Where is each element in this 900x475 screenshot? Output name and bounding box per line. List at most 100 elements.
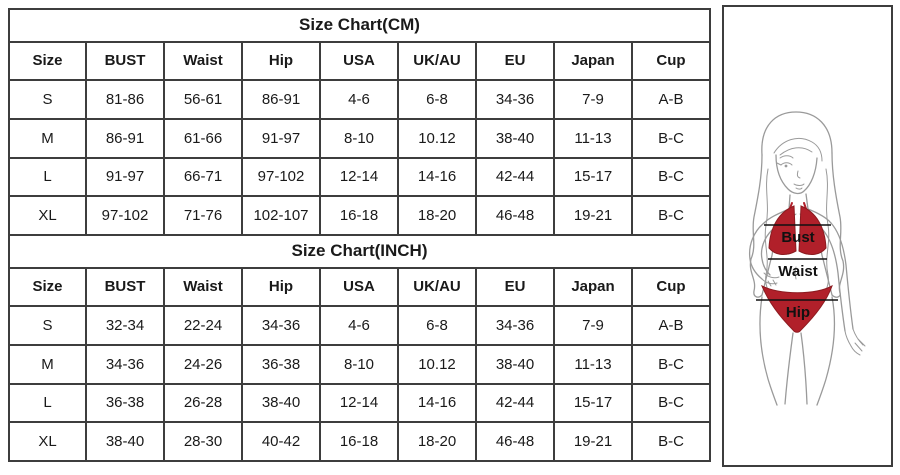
table-cell: 42-44 <box>475 382 555 424</box>
table-cell: 12-14 <box>319 156 399 198</box>
cm-table-body: S 81-86 56-61 86-91 4-6 6-8 34-36 7-9 A-… <box>8 79 711 236</box>
table-cell: S <box>8 305 87 346</box>
column-header-bust: BUST <box>85 266 165 308</box>
column-header-bust: BUST <box>85 40 165 82</box>
column-header-hip: Hip <box>241 40 321 82</box>
table-cell: 32-34 <box>85 305 165 346</box>
table-cell: 81-86 <box>85 79 165 120</box>
belly-line <box>794 266 797 280</box>
size-chart-table: Size Chart(CM) Size BUST Waist Hip USA U… <box>8 8 711 462</box>
table-row: M 86-91 61-66 91-97 8-10 10.12 38-40 11-… <box>8 117 711 159</box>
column-header-size: Size <box>8 266 87 308</box>
table-cell: 16-18 <box>319 421 399 462</box>
column-header-usa: USA <box>319 40 399 82</box>
hair <box>749 111 845 298</box>
table-cell: 36-38 <box>241 343 321 385</box>
right-hand <box>852 328 864 346</box>
table-cell: 14-16 <box>397 382 477 424</box>
table-cell: B-C <box>631 382 711 424</box>
column-header-cup: Cup <box>631 266 711 308</box>
table-cell: 97-102 <box>85 195 165 236</box>
column-header-waist: Waist <box>163 266 243 308</box>
column-header-ukau: UK/AU <box>397 40 477 82</box>
table-cell: 56-61 <box>163 79 243 120</box>
column-header-ukau: UK/AU <box>397 266 477 308</box>
table-cell: 24-26 <box>163 343 243 385</box>
table-row: M 34-36 24-26 36-38 8-10 10.12 38-40 11-… <box>8 343 711 385</box>
table-cell: A-B <box>631 305 711 346</box>
table-cell: B-C <box>631 343 711 385</box>
bikini-top-right-cup <box>798 205 827 256</box>
table-cell: 10.12 <box>397 343 477 385</box>
eye-pupil <box>784 164 788 168</box>
table-cell: 97-102 <box>241 156 321 198</box>
column-header-cup: Cup <box>631 40 711 82</box>
table-cell: 7-9 <box>553 79 633 120</box>
table-cell: S <box>8 79 87 120</box>
table-row: S 81-86 56-61 86-91 4-6 6-8 34-36 7-9 A-… <box>8 79 711 120</box>
table-cell: 18-20 <box>397 421 477 462</box>
bikini <box>761 202 833 333</box>
table-cell: 91-97 <box>85 156 165 198</box>
inch-table-head: Size Chart(INCH) Size BUST Waist Hip USA… <box>8 233 711 308</box>
table-cell: 8-10 <box>319 117 399 159</box>
table-cell: 19-21 <box>553 421 633 462</box>
table-cell: 11-13 <box>553 343 633 385</box>
table-cell: 102-107 <box>241 195 321 236</box>
table-row: L 36-38 26-28 38-40 12-14 14-16 42-44 15… <box>8 382 711 424</box>
column-header-japan: Japan <box>553 266 633 308</box>
column-header-size: Size <box>8 40 87 82</box>
column-header-eu: EU <box>475 40 555 82</box>
table-cell: 19-21 <box>553 195 633 236</box>
table-cell: 26-28 <box>163 382 243 424</box>
table-cell: 34-36 <box>475 305 555 346</box>
table-cell: 91-97 <box>241 117 321 159</box>
eyebrow <box>779 155 794 159</box>
column-header-hip: Hip <box>241 266 321 308</box>
table-cell: 6-8 <box>397 305 477 346</box>
table-cell: 34-36 <box>241 305 321 346</box>
table-cell: 22-24 <box>163 305 243 346</box>
table-cell: 4-6 <box>319 305 399 346</box>
measurement-marks: Bust Waist Hip <box>756 224 838 321</box>
bikini-top-left-cup <box>768 205 797 256</box>
table-row: XL 97-102 71-76 102-107 16-18 18-20 46-4… <box>8 195 711 236</box>
table-cell: 71-76 <box>163 195 243 236</box>
table-cell: 28-30 <box>163 421 243 462</box>
table-cell: L <box>8 382 87 424</box>
table-cell: 38-40 <box>475 117 555 159</box>
table-cell: 38-40 <box>241 382 321 424</box>
table-cell: 8-10 <box>319 343 399 385</box>
size-chart-tables: Size Chart(CM) Size BUST Waist Hip USA U… <box>8 8 711 462</box>
eye <box>780 162 793 166</box>
table-cell: 12-14 <box>319 382 399 424</box>
table-title-cm: Size Chart(CM) <box>8 8 711 43</box>
table-cell: 38-40 <box>85 421 165 462</box>
measurement-figure-panel: Bust Waist Hip <box>722 5 893 467</box>
column-header-waist: Waist <box>163 40 243 82</box>
table-cell: M <box>8 117 87 159</box>
table-cell: XL <box>8 195 87 236</box>
table-cell: B-C <box>631 117 711 159</box>
table-cell: 86-91 <box>241 79 321 120</box>
table-cell: 10.12 <box>397 117 477 159</box>
table-cell: 66-71 <box>163 156 243 198</box>
column-header-usa: USA <box>319 266 399 308</box>
table-cell: 40-42 <box>241 421 321 462</box>
lips <box>793 183 805 186</box>
table-cell: 61-66 <box>163 117 243 159</box>
table-row: XL 38-40 28-30 40-42 16-18 18-20 46-48 1… <box>8 421 711 462</box>
table-cell: 4-6 <box>319 79 399 120</box>
table-row: L 91-97 66-71 97-102 12-14 14-16 42-44 1… <box>8 156 711 198</box>
table-cell: M <box>8 343 87 385</box>
nose <box>796 170 801 179</box>
table-cell: 36-38 <box>85 382 165 424</box>
table-header-row: Size BUST Waist Hip USA UK/AU EU Japan C… <box>8 266 711 308</box>
face <box>775 154 818 195</box>
inch-table-body: S 32-34 22-24 34-36 4-6 6-8 34-36 7-9 A-… <box>8 305 711 462</box>
table-cell: L <box>8 156 87 198</box>
table-cell: 16-18 <box>319 195 399 236</box>
table-cell: 34-36 <box>475 79 555 120</box>
table-title-row: Size Chart(INCH) <box>8 233 711 269</box>
